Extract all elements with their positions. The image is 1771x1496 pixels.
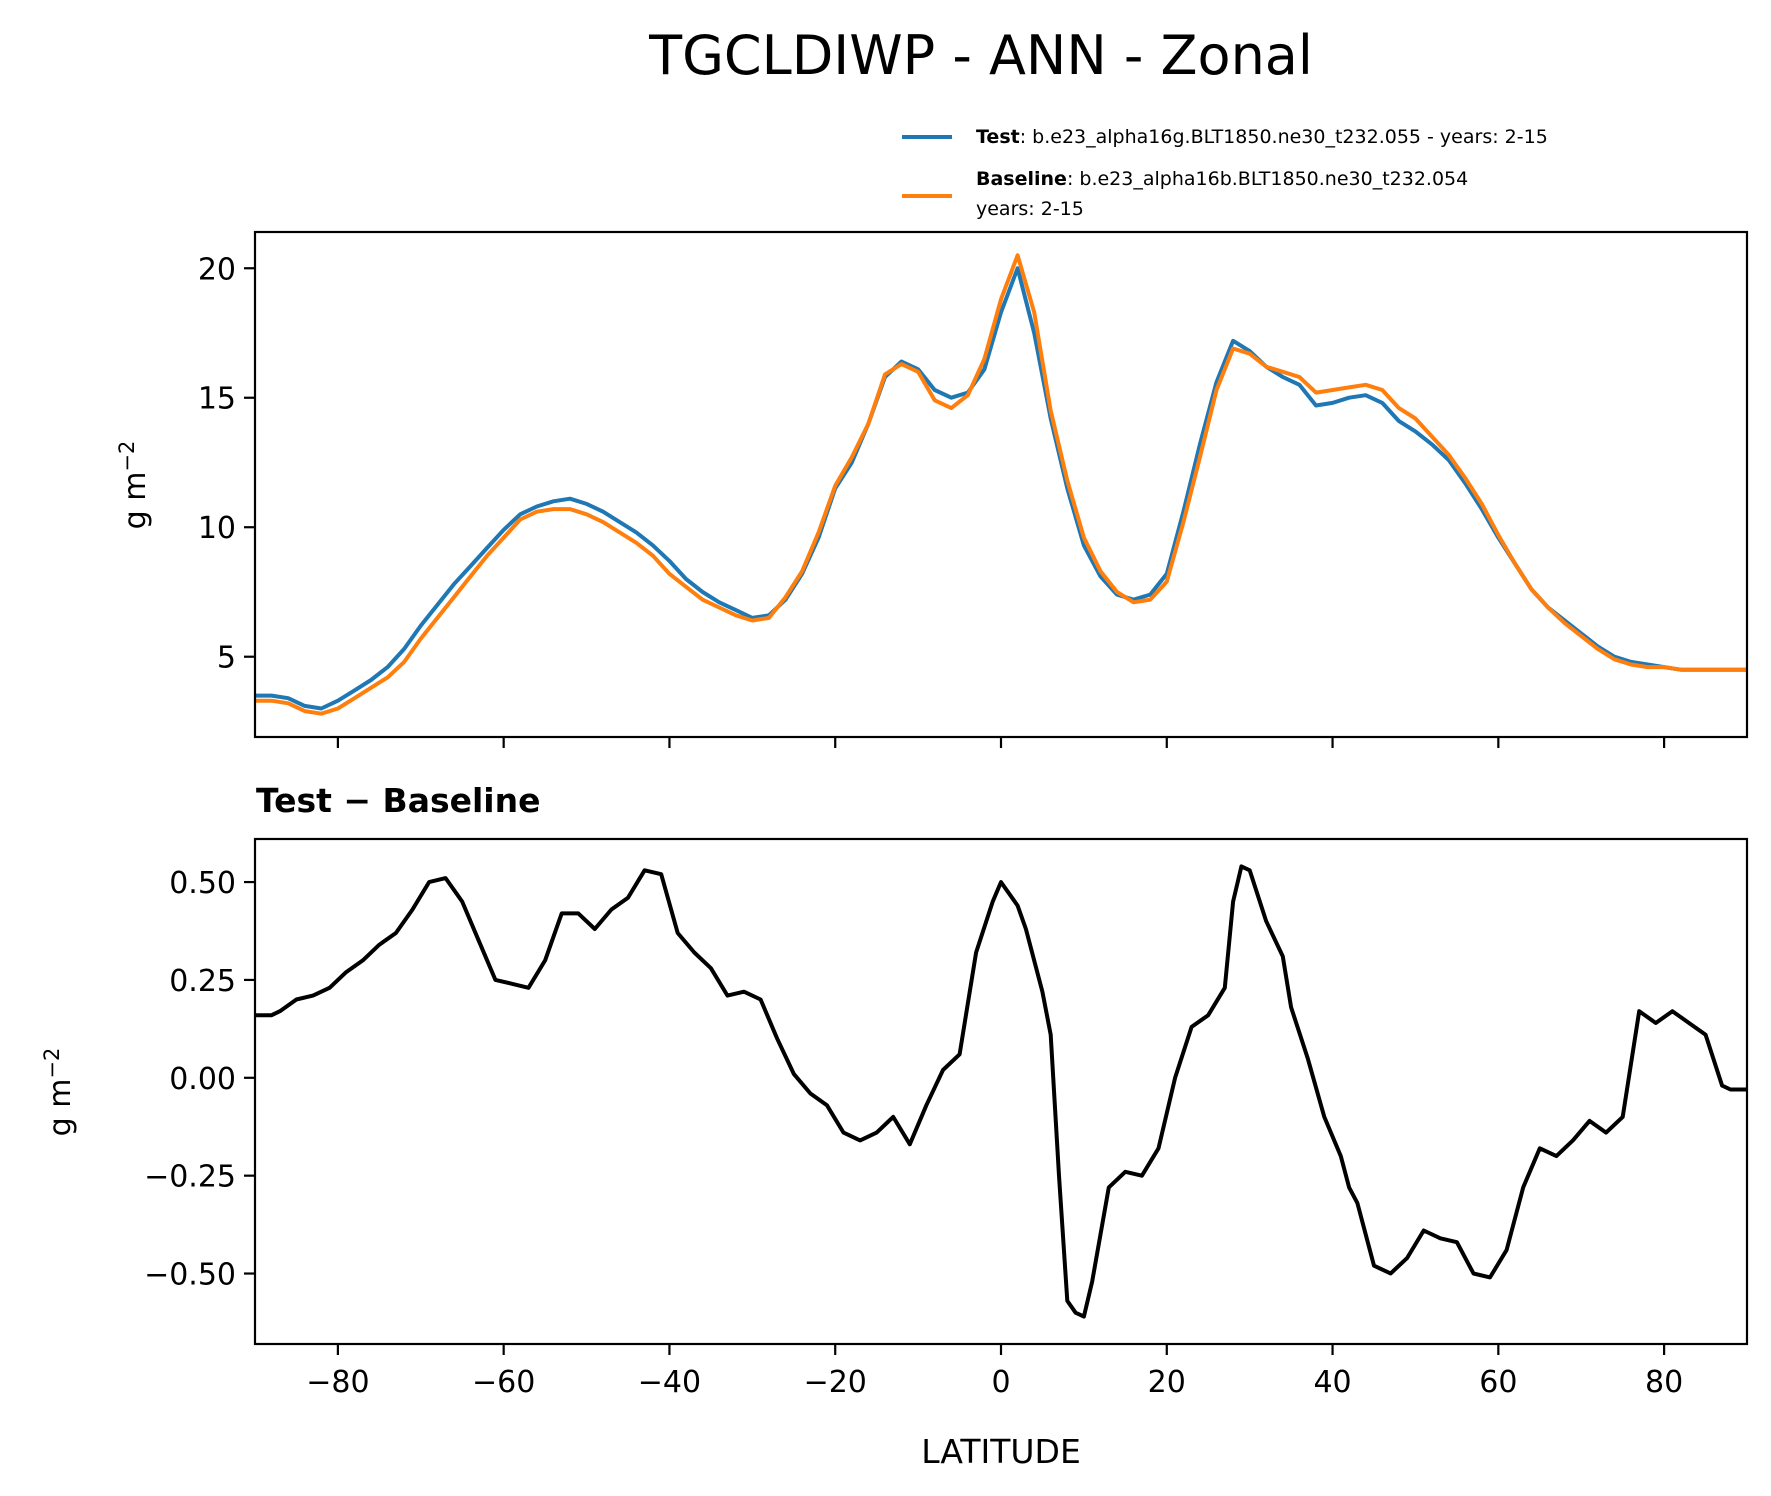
top-y-tick-label: 5 — [217, 641, 236, 676]
top-x-ticks — [336, 737, 1666, 748]
bottom-x-tick-label: 20 — [1148, 1365, 1186, 1400]
bottom-x-tick-label: 80 — [1645, 1365, 1683, 1400]
bottom-panel-title: Test − Baseline — [256, 781, 541, 820]
bottom-x-tick-label: −20 — [804, 1365, 867, 1400]
bottom-axes-frame — [253, 837, 1749, 1346]
bottom-x-tick-label: 40 — [1313, 1365, 1351, 1400]
top-axes-frame — [253, 230, 1749, 739]
bottom-series-line-0 — [255, 864, 1747, 1319]
bottom-x-tick-label: 60 — [1479, 1365, 1517, 1400]
top-y-axis-label: g m−2 — [115, 441, 153, 530]
bottom-x-ticks: −80 −60 −40 −20 0 20 40 60 80 — [306, 1344, 1683, 1400]
top-y-tick-label: 10 — [198, 511, 236, 546]
bottom-y-ticks: −0.50 −0.25 0.00 0.25 0.50 — [144, 866, 255, 1293]
bottom-y-tick-label: −0.50 — [144, 1258, 236, 1293]
top-y-ticks: 5 10 15 20 — [198, 252, 255, 676]
bottom-panel: Test − Baseline −0.50 −0.25 0.00 0.25 0.50 −… — [40, 781, 1749, 1471]
top-series-line-0 — [255, 266, 1747, 711]
bottom-y-tick-label: 0.00 — [169, 1062, 236, 1097]
top-panel: 5 10 15 20 g m−2 — [115, 230, 1749, 748]
bottom-x-tick-label: −80 — [306, 1365, 369, 1400]
bottom-y-tick-label: 0.25 — [169, 964, 236, 999]
bottom-y-axis-label: g m−2 — [40, 1048, 78, 1137]
legend-baseline-years: years: 2-15 — [976, 198, 1084, 220]
top-series-line-1 — [255, 253, 1747, 716]
bottom-y-tick-label: 0.50 — [169, 866, 236, 901]
x-axis-label: LATITUDE — [921, 1432, 1081, 1471]
bottom-x-tick-label: −60 — [472, 1365, 535, 1400]
legend-baseline-label: Baseline: b.e23_alpha16b.BLT1850.ne30_t2… — [976, 168, 1468, 190]
top-y-tick-label: 15 — [198, 382, 236, 417]
legend: Test: b.e23_alpha16g.BLT1850.ne30_t232.0… — [902, 126, 1548, 220]
figure-title: TGCLDIWP - ANN - Zonal — [648, 24, 1313, 87]
bottom-series-lines — [255, 864, 1747, 1319]
bottom-x-tick-label: 0 — [991, 1365, 1010, 1400]
bottom-y-tick-label: −0.25 — [144, 1160, 236, 1195]
legend-test-label: Test: b.e23_alpha16g.BLT1850.ne30_t232.0… — [976, 126, 1548, 148]
top-y-tick-label: 20 — [198, 252, 236, 287]
top-series-lines — [255, 253, 1747, 716]
bottom-x-tick-label: −40 — [638, 1365, 701, 1400]
